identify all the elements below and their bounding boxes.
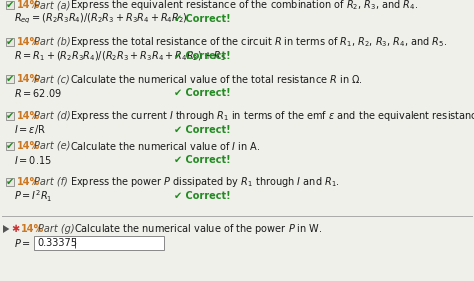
Text: Part (c): Part (c) bbox=[34, 74, 70, 84]
Text: Part (d): Part (d) bbox=[34, 111, 71, 121]
Text: Express the power $P$ dissipated by $R_1$ through $I$ and $R_1$.: Express the power $P$ dissipated by $R_1… bbox=[70, 175, 340, 189]
Text: 14%: 14% bbox=[21, 224, 44, 234]
Text: ✔ Correct!: ✔ Correct! bbox=[174, 125, 231, 135]
Text: 0.33375: 0.33375 bbox=[37, 238, 77, 248]
Text: $I = 0.15$: $I = 0.15$ bbox=[14, 154, 52, 166]
Text: ✔: ✔ bbox=[6, 74, 14, 84]
Text: ✔: ✔ bbox=[6, 141, 14, 151]
Text: ✱: ✱ bbox=[11, 224, 19, 234]
Text: 14%: 14% bbox=[17, 177, 40, 187]
Text: Calculate the numerical value of the total resistance $R$ in Ω.: Calculate the numerical value of the tot… bbox=[70, 73, 363, 85]
Text: Express the current $I$ through $R_1$ in terms of the emf $\varepsilon$ and the : Express the current $I$ through $R_1$ in… bbox=[70, 109, 474, 123]
Text: Part (e): Part (e) bbox=[34, 141, 70, 151]
Text: Express the total resistance of the circuit $R$ in terms of $R_1$, $R_2$, $R_3$,: Express the total resistance of the circ… bbox=[70, 35, 447, 49]
Text: ✔ Correct!: ✔ Correct! bbox=[174, 88, 231, 98]
Bar bbox=[6, 1, 14, 9]
Bar bbox=[6, 112, 14, 120]
Text: 14%: 14% bbox=[17, 37, 40, 47]
Text: $R = R_1 + (R_2 R_3 R_4)/(R_2 R_3 + R_3 R_4 + R_4 R_2) + R_5$: $R = R_1 + (R_2 R_3 R_4)/(R_2 R_3 + R_3 … bbox=[14, 49, 226, 63]
Bar bbox=[6, 38, 14, 46]
Text: ✔ Correct!: ✔ Correct! bbox=[174, 14, 231, 24]
Text: $P = $: $P = $ bbox=[14, 237, 31, 249]
Text: Part (g): Part (g) bbox=[38, 224, 74, 234]
Text: ✔: ✔ bbox=[6, 177, 14, 187]
Text: 14%: 14% bbox=[17, 0, 40, 10]
FancyBboxPatch shape bbox=[34, 236, 164, 250]
Text: ✔: ✔ bbox=[6, 0, 14, 10]
Text: Express the equivalent resistance of the combination of $R_2$, $R_3$, and $R_4$.: Express the equivalent resistance of the… bbox=[70, 0, 418, 12]
Text: Part (f): Part (f) bbox=[34, 177, 68, 187]
Bar bbox=[6, 75, 14, 83]
Text: Calculate the numerical value of $I$ in A.: Calculate the numerical value of $I$ in … bbox=[70, 140, 260, 152]
Text: ✔ Correct!: ✔ Correct! bbox=[174, 51, 231, 61]
Text: $P = I^2 R_1$: $P = I^2 R_1$ bbox=[14, 188, 53, 204]
Text: ✔: ✔ bbox=[6, 111, 14, 121]
Text: |: | bbox=[74, 238, 77, 248]
Bar bbox=[6, 178, 14, 186]
Polygon shape bbox=[3, 225, 9, 233]
Bar bbox=[6, 142, 14, 150]
Text: ✔ Correct!: ✔ Correct! bbox=[174, 191, 231, 201]
Text: $I = \varepsilon$/R: $I = \varepsilon$/R bbox=[14, 124, 46, 137]
Text: 14%: 14% bbox=[17, 74, 40, 84]
Text: Part (b): Part (b) bbox=[34, 37, 71, 47]
Text: 14%: 14% bbox=[17, 141, 40, 151]
Text: Calculate the numerical value of the power $P$ in W.: Calculate the numerical value of the pow… bbox=[74, 222, 323, 236]
Text: Part (a): Part (a) bbox=[34, 0, 70, 10]
Text: 14%: 14% bbox=[17, 111, 40, 121]
Text: $R = 62.09$: $R = 62.09$ bbox=[14, 87, 62, 99]
Text: ✔ Correct!: ✔ Correct! bbox=[174, 155, 231, 165]
Text: ✔: ✔ bbox=[6, 37, 14, 47]
Text: $R_{eq} = (R_2 R_3 R_4)/(R_2 R_3 + R_3 R_4 + R_4 R_2)$: $R_{eq} = (R_2 R_3 R_4)/(R_2 R_3 + R_3 R… bbox=[14, 12, 188, 26]
